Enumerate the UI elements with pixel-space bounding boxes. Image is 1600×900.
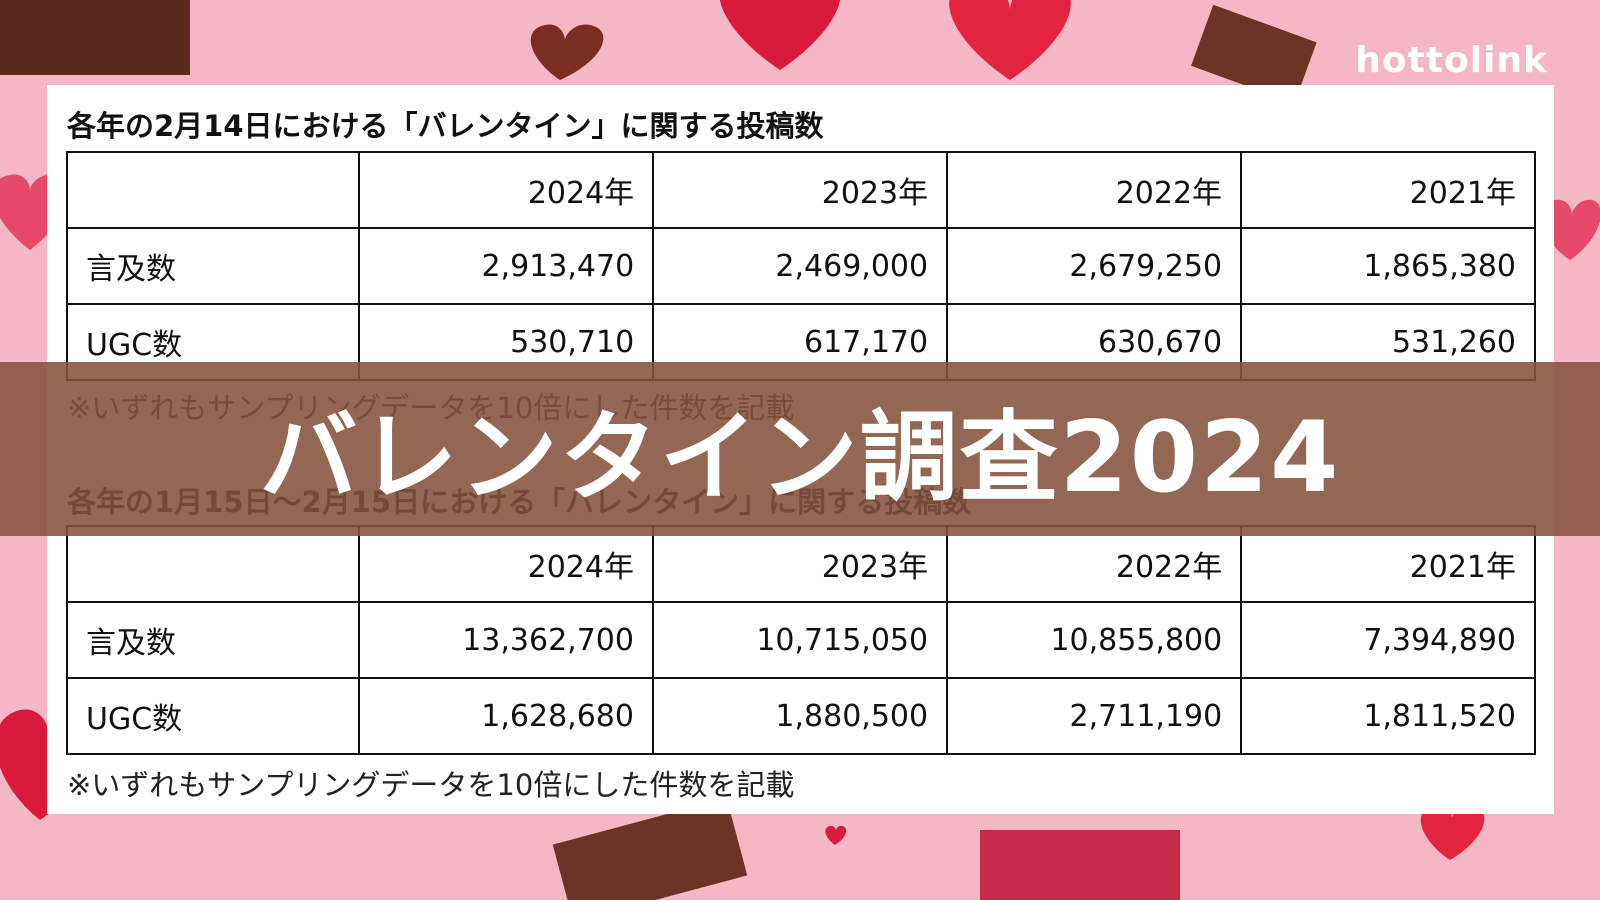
column-header: 2022年	[946, 151, 1243, 229]
column-header: 2024年	[357, 525, 654, 603]
table-cell: 2,679,250	[946, 227, 1243, 305]
data-table: 2024年 2023年 2022年 2021年 言及数 2,913,470 2,469,00…	[65, 151, 1536, 381]
table-row: UGC数 1,628,680 1,880,500 2,711,190 1,811,520	[66, 677, 1536, 755]
table-cell: 1,865,380	[1240, 227, 1536, 305]
table-row: 言及数 2,913,470 2,469,000 2,679,250 1,865,380	[65, 227, 1536, 305]
column-header: 2023年	[651, 525, 949, 603]
table-cell: 2,711,190	[946, 677, 1243, 755]
column-header: 2021年	[1240, 525, 1536, 603]
table-title: 各年の2月14日における「バレンタイン」に関する投稿数	[67, 109, 824, 143]
banner-title: バレンタイン調査2024	[0, 362, 1600, 536]
data-table: 2024年 2023年 2022年 2021年 言及数 13,362,700 10,715,…	[66, 525, 1536, 755]
column-header: 2023年	[652, 151, 949, 229]
table-cell: 13,362,700	[357, 601, 654, 679]
corner-cell	[65, 151, 361, 229]
header-row: 2024年 2023年 2022年 2021年	[66, 525, 1536, 603]
row-label: 言及数	[65, 227, 361, 305]
table-cell: 2,469,000	[652, 227, 949, 305]
table-cell: 7,394,890	[1240, 601, 1536, 679]
table-cell: 10,855,800	[946, 601, 1243, 679]
row-label: UGC数	[66, 677, 360, 755]
column-header: 2024年	[358, 151, 655, 229]
column-header: 2022年	[946, 525, 1243, 603]
table-cell: 1,628,680	[357, 677, 654, 755]
table-note: ※いずれもサンプリングデータを10倍にした件数を記載	[67, 768, 795, 802]
table-cell: 1,880,500	[651, 677, 949, 755]
table-cell: 2,913,470	[358, 227, 655, 305]
table-row: 言及数 13,362,700 10,715,050 10,855,800 7,394,8…	[66, 601, 1536, 679]
brand-logo: hottolink	[1355, 40, 1548, 81]
table-cell: 1,811,520	[1240, 677, 1536, 755]
header-row: 2024年 2023年 2022年 2021年	[65, 151, 1536, 229]
table-cell: 10,715,050	[651, 601, 949, 679]
corner-cell	[66, 525, 360, 603]
row-label: 言及数	[66, 601, 360, 679]
column-header: 2021年	[1240, 151, 1536, 229]
